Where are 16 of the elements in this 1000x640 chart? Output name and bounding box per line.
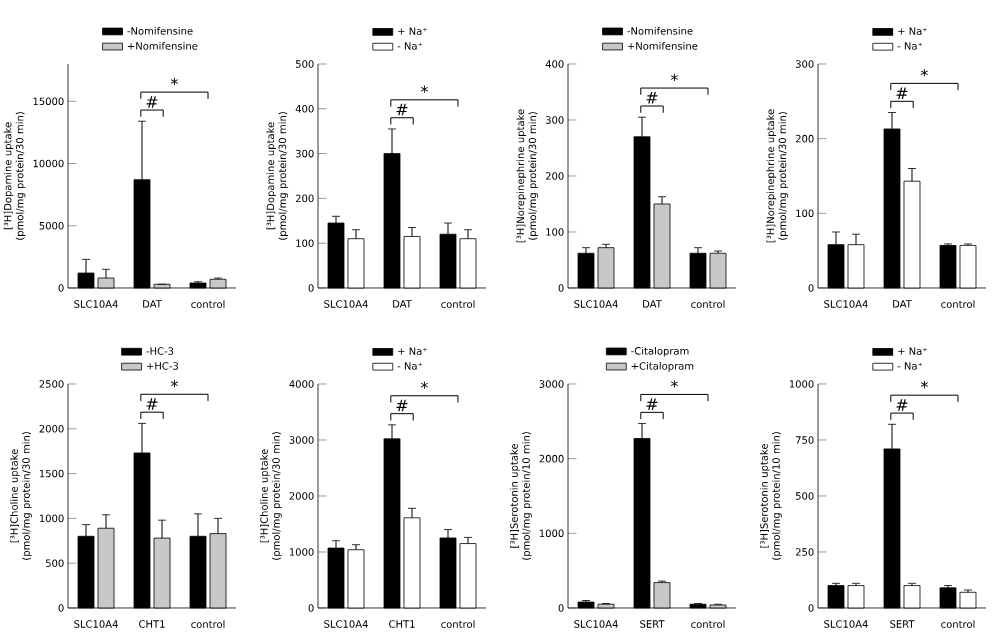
annotation: #: [396, 399, 408, 412]
annotation: *: [420, 85, 428, 93]
annotation: *: [920, 380, 928, 389]
annotation: #: [896, 87, 908, 99]
annotation: *: [670, 380, 678, 388]
annotation: #: [896, 399, 908, 411]
annotation: #: [646, 92, 658, 104]
annotation: *: [170, 379, 178, 388]
annotation: #: [646, 398, 658, 410]
annotation: *: [170, 77, 178, 86]
annotation: *: [920, 69, 928, 77]
annotation: *: [420, 381, 428, 389]
annotation: #: [146, 96, 158, 108]
annotation: #: [146, 398, 158, 410]
annotation: *: [670, 73, 678, 82]
annotation: #: [396, 103, 408, 116]
